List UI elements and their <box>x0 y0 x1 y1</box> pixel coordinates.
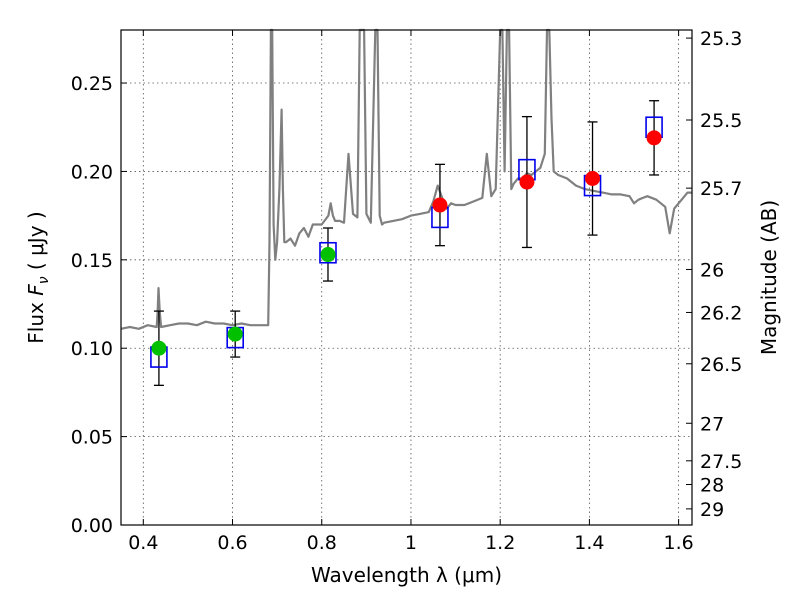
data-points <box>151 130 662 356</box>
y-tick-label: 0.15 <box>71 250 113 272</box>
magnitude-tick-label: 29 <box>700 499 724 521</box>
data-point <box>432 197 448 213</box>
y-axis-label-subscript: ν <box>36 276 52 284</box>
magnitude-tick-label: 26.2 <box>700 302 742 324</box>
data-point <box>151 340 167 356</box>
grid <box>121 30 692 526</box>
magnitude-tick-label: 26.5 <box>700 354 742 376</box>
magnitude-tick-label: 28 <box>700 475 724 497</box>
y-axis-label-variable: F <box>24 284 48 296</box>
y-tick-label: 0.10 <box>71 338 113 360</box>
x-tick-label: 0.6 <box>217 532 247 554</box>
x-tick-label: 1.2 <box>485 532 515 554</box>
magnitude-tick-label: 27 <box>700 413 724 435</box>
plot-frame <box>120 29 693 526</box>
data-point <box>585 171 601 186</box>
model-square <box>319 241 337 264</box>
x-axis-label: Wavelength λ (μm) <box>311 563 502 587</box>
x-tick-label: 0.4 <box>128 532 158 554</box>
x-tick-label: 1.4 <box>574 532 604 554</box>
data-point <box>320 247 336 263</box>
magnitude-tick-label: 25.7 <box>700 178 742 200</box>
y-tick-label: 0.00 <box>71 515 113 537</box>
magnitude-tick-label: 27.5 <box>700 451 742 473</box>
y-tick-label: 0.05 <box>71 427 113 449</box>
data-point <box>646 130 662 146</box>
spectrum <box>120 28 692 330</box>
y-axis-label-suffix: ( μJy ) <box>24 211 48 276</box>
error-bars <box>153 100 660 386</box>
magnitude-axis-label: Magnitude (AB) <box>757 200 781 355</box>
x-tick-label: 1.6 <box>664 532 694 554</box>
x-tick-label: 0.8 <box>307 532 337 554</box>
y-tick-label: 0.25 <box>71 73 113 95</box>
model-points <box>150 116 663 368</box>
x-tick-label: 1 <box>405 532 417 554</box>
x-ticks: 0.4 0.6 0.8 1 1.2 1.4 1.6 <box>128 30 694 554</box>
magnitude-tick-label: 25.5 <box>700 110 742 132</box>
magnitude-tick-label: 26 <box>700 259 724 281</box>
spectrum-line <box>120 28 692 330</box>
y-ticks: 0.00 0.05 0.10 0.15 0.20 0.25 <box>71 73 127 537</box>
y-axis-label: Flux Fν ( μJy ) <box>24 211 52 343</box>
y-axis-label-prefix: Flux <box>24 296 48 344</box>
magnitude-tick-label: 25.3 <box>700 28 742 50</box>
data-point <box>519 174 535 190</box>
y-tick-label: 0.20 <box>71 161 113 183</box>
data-point <box>227 326 243 342</box>
